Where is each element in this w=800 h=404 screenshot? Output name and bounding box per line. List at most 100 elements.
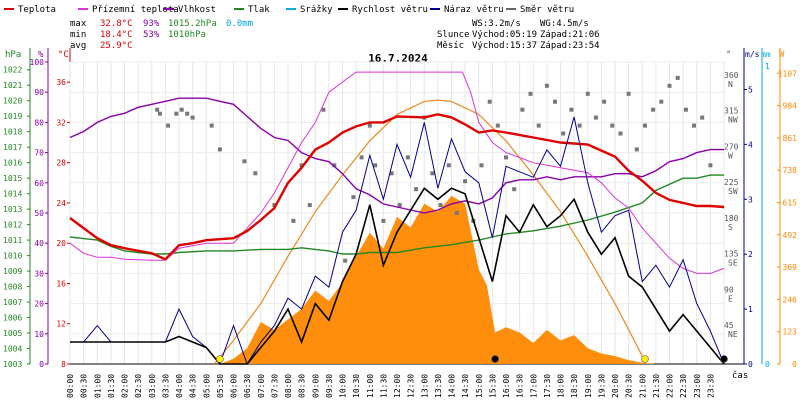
marker-layer [216, 355, 728, 363]
chart-date: 16.7.2024 [368, 52, 428, 65]
wind-direction-point [155, 107, 160, 112]
solar-tick-label: 1107 [778, 69, 797, 78]
wind-direction-point [405, 155, 410, 160]
stat-rain: 0.0mm [226, 19, 253, 29]
rain-tick-label: 0 [765, 360, 770, 369]
time-tick-label: 05:00 [202, 374, 211, 398]
info-wg: WG:4.5m/s [540, 19, 589, 29]
press-tick-label: 1010 [3, 252, 22, 261]
time-tick-label: 04:30 [189, 374, 198, 398]
wind-direction-point [373, 163, 378, 168]
temp-tick-label: 28 [56, 159, 66, 168]
wind-direction-point [414, 187, 419, 192]
time-tick-label: 02:00 [121, 374, 130, 398]
time-tick-label: 11:30 [379, 374, 388, 398]
temperature-line [69, 113, 725, 261]
legend-label: Tlak [248, 5, 270, 15]
legend-label: Směr větru [520, 5, 574, 15]
time-tick-label: 13:30 [434, 374, 443, 398]
hum-tick-label: 50 [34, 209, 44, 218]
stat-max-hum: 93% [143, 19, 160, 29]
time-tick-label: 04:00 [175, 374, 184, 398]
temp-tick-label: 16 [56, 279, 66, 288]
wind-direction-point [634, 147, 639, 152]
dir-tick-label: 225 [724, 178, 739, 187]
time-tick-label: 16:00 [502, 374, 511, 398]
press-tick-label: 1019 [3, 112, 22, 121]
time-tick-label: 19:30 [597, 374, 606, 398]
wind-direction-point [438, 203, 443, 208]
press-tick-label: 1003 [3, 360, 22, 369]
solar-tick-label: 738 [783, 166, 798, 175]
time-tick-label: 21:30 [652, 374, 661, 398]
time-tick-label: 08:00 [284, 374, 293, 398]
time-tick-label: 20:30 [625, 374, 634, 398]
time-tick-label: 02:30 [134, 374, 143, 398]
wind-direction-point [643, 123, 647, 128]
press-tick-label: 1018 [3, 128, 22, 137]
temp-tick-label: 8 [61, 360, 66, 369]
wind-direction-point [602, 99, 607, 104]
wind-direction-point [174, 111, 179, 116]
solar-tick-label: 861 [783, 134, 798, 143]
time-tick-label: 09:30 [325, 374, 334, 398]
press-tick-label: 1022 [3, 66, 22, 75]
wind-direction-point [561, 131, 566, 136]
ground-temperature-line [69, 71, 725, 274]
dir-tick-name: SW [728, 187, 738, 196]
wind-direction-point [577, 123, 582, 128]
time-tick-label: 17:00 [529, 374, 538, 398]
dir-tick-label: 90 [724, 285, 734, 294]
series-layer [69, 71, 725, 366]
time-tick-label: 22:00 [666, 374, 675, 398]
time-tick-label: 13:00 [420, 374, 429, 398]
hum-tick-label: 90 [34, 88, 44, 97]
legend-label: Vlhkost [178, 5, 216, 15]
hum-tick-label: 70 [34, 149, 44, 158]
time-tick-label: 07:30 [270, 374, 279, 398]
hum-tick-label: 0 [39, 360, 44, 369]
axis-ticks: 1022102110201019101810171016101510141013… [3, 58, 797, 369]
wind-direction-point [157, 111, 162, 116]
time-tick-label: 12:30 [407, 374, 416, 398]
wind-tick-label: 5 [748, 85, 753, 94]
wind-direction-point [675, 75, 680, 80]
press-tick-label: 1008 [3, 283, 22, 292]
press-tick-label: 1020 [3, 97, 22, 106]
press-tick-label: 1012 [3, 221, 22, 230]
solar-tick-label: 492 [783, 231, 798, 240]
dir-tick-label: 315 [724, 107, 739, 116]
solar-tick-label: 615 [783, 198, 798, 207]
wind-direction-point [651, 107, 656, 112]
wind-direction-point [332, 163, 337, 168]
stat-avg-temp: 25.9°C [100, 41, 133, 51]
hum-tick-label: 30 [34, 269, 44, 278]
press-tick-label: 1013 [3, 205, 22, 214]
wind-direction-point [359, 155, 364, 160]
wind-direction-point [430, 171, 435, 176]
wind-direction-point [495, 123, 500, 128]
legend-label: Přízemní teplota [92, 5, 179, 15]
info-sun-label: Slunce [437, 30, 470, 40]
wind-tick-label: 4 [748, 140, 753, 149]
wind-direction-point [700, 115, 705, 120]
wind-tick-label: 2 [748, 250, 753, 259]
dir-tick-name: NE [728, 330, 738, 339]
solar-theoretical-line [213, 99, 646, 365]
time-tick-label: 17:30 [543, 374, 552, 398]
wind-direction-point [367, 123, 372, 128]
legend-label: Teplota [18, 5, 56, 15]
time-tick-label: 16:30 [516, 374, 525, 398]
wind-direction-point [185, 111, 190, 116]
wind-direction-point [520, 107, 525, 112]
time-axis: 00:00 00:30 01:00 01:30 02:00 02:30 03:00 03:30… [66, 374, 715, 398]
stat-avg-label: avg [70, 41, 86, 51]
axis-unit-wind: m/s [745, 50, 760, 59]
wind-direction-point [585, 91, 590, 96]
wind-direction-point [321, 107, 326, 112]
dir-tick-name: W [728, 151, 733, 160]
time-tick-label: 00:00 [66, 374, 75, 398]
legend-label: Náraz větru [444, 5, 504, 15]
